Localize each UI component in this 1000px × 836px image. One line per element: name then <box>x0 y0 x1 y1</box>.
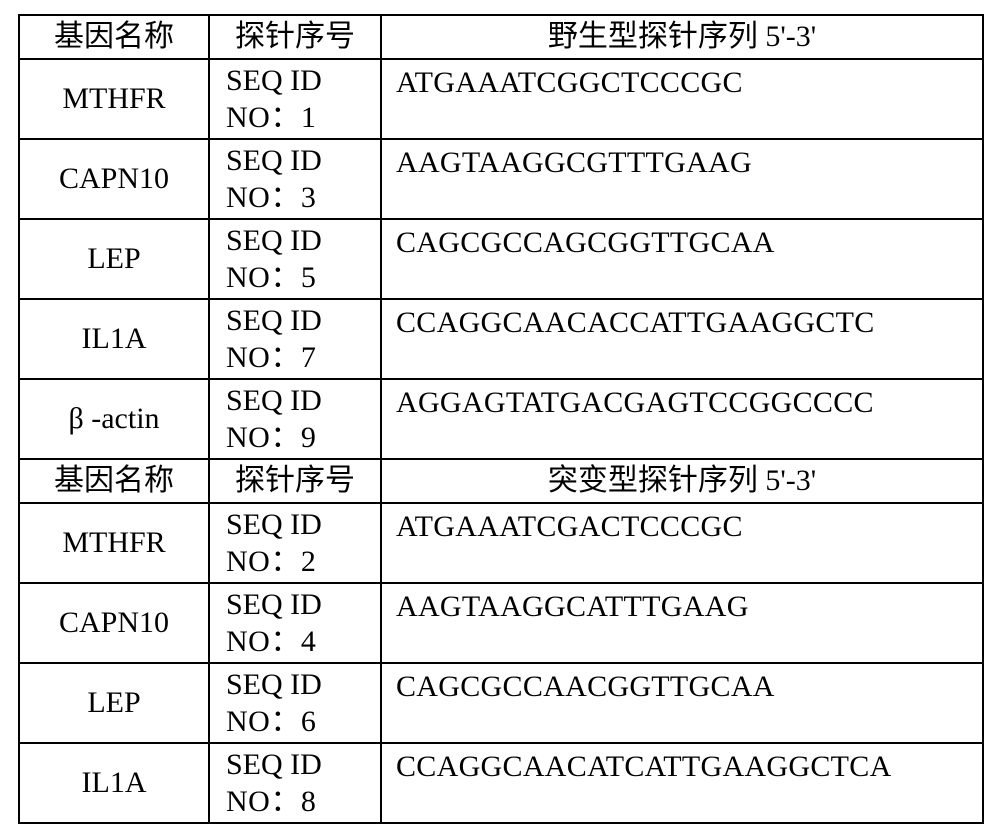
cell-probe-id: SEQ ID NO：7 <box>209 299 381 379</box>
probe-sequence-table: 基因名称 探针序号 野生型探针序列 5'-3' MTHFR SEQ ID NO：… <box>18 14 984 824</box>
seq-id-line: SEQ ID <box>226 222 374 260</box>
seq-id-line: SEQ ID <box>226 586 374 624</box>
table-row: LEP SEQ ID NO：5 CAGCGCCAGCGGTTGCAA <box>19 219 983 299</box>
seq-id-line: NO：6 <box>226 703 374 741</box>
seq-id-line: NO：2 <box>226 543 374 581</box>
cell-sequence: CAGCGCCAGCGGTTGCAA <box>381 219 983 299</box>
cell-probe-id: SEQ ID NO：5 <box>209 219 381 299</box>
cell-probe-id: SEQ ID NO：2 <box>209 503 381 583</box>
col-header-probe-id: 探针序号 <box>209 459 381 503</box>
cell-sequence: AAGTAAGGCATTTGAAG <box>381 583 983 663</box>
cell-probe-id: SEQ ID NO：8 <box>209 743 381 823</box>
seq-id-line: SEQ ID <box>226 506 374 544</box>
cell-sequence: CCAGGCAACACCATTGAAGGCTC <box>381 299 983 379</box>
cell-sequence: AAGTAAGGCGTTTGAAG <box>381 139 983 219</box>
cell-probe-id: SEQ ID NO：4 <box>209 583 381 663</box>
cell-sequence: CCAGGCAACATCATTGAAGGCTCA <box>381 743 983 823</box>
seq-id-line: SEQ ID <box>226 382 374 420</box>
cell-gene: MTHFR <box>19 503 209 583</box>
col-header-probe-id: 探针序号 <box>209 15 381 59</box>
seq-id-line: NO：4 <box>226 623 374 661</box>
table-row: β -actin SEQ ID NO：9 AGGAGTATGACGAGTCCGG… <box>19 379 983 459</box>
seq-id-line: NO：9 <box>226 419 374 457</box>
cell-gene: LEP <box>19 663 209 743</box>
seq-id-line: NO：1 <box>226 99 374 137</box>
cell-gene: MTHFR <box>19 59 209 139</box>
cell-sequence: ATGAAATCGGCTCCCGC <box>381 59 983 139</box>
cell-probe-id: SEQ ID NO：9 <box>209 379 381 459</box>
seq-id-line: SEQ ID <box>226 142 374 180</box>
seq-id-line: NO：3 <box>226 179 374 217</box>
cell-gene: IL1A <box>19 299 209 379</box>
cell-probe-id: SEQ ID NO：6 <box>209 663 381 743</box>
cell-gene: CAPN10 <box>19 139 209 219</box>
cell-gene: β -actin <box>19 379 209 459</box>
col-header-gene: 基因名称 <box>19 459 209 503</box>
cell-probe-id: SEQ ID NO：1 <box>209 59 381 139</box>
table-row: LEP SEQ ID NO：6 CAGCGCCAACGGTTGCAA <box>19 663 983 743</box>
cell-sequence: CAGCGCCAACGGTTGCAA <box>381 663 983 743</box>
cell-gene: CAPN10 <box>19 583 209 663</box>
table-row: IL1A SEQ ID NO：8 CCAGGCAACATCATTGAAGGCTC… <box>19 743 983 823</box>
table-row: CAPN10 SEQ ID NO：3 AAGTAAGGCGTTTGAAG <box>19 139 983 219</box>
seq-id-line: NO：8 <box>226 783 374 821</box>
col-header-gene: 基因名称 <box>19 15 209 59</box>
cell-sequence: AGGAGTATGACGAGTCCGGCCCC <box>381 379 983 459</box>
cell-probe-id: SEQ ID NO：3 <box>209 139 381 219</box>
table-header-row: 基因名称 探针序号 突变型探针序列 5'-3' <box>19 459 983 503</box>
seq-id-line: SEQ ID <box>226 666 374 704</box>
seq-id-line: NO：5 <box>226 259 374 297</box>
table-row: CAPN10 SEQ ID NO：4 AAGTAAGGCATTTGAAG <box>19 583 983 663</box>
table-row: IL1A SEQ ID NO：7 CCAGGCAACACCATTGAAGGCTC <box>19 299 983 379</box>
table-row: MTHFR SEQ ID NO：1 ATGAAATCGGCTCCCGC <box>19 59 983 139</box>
seq-id-line: NO：7 <box>226 339 374 377</box>
seq-id-line: SEQ ID <box>226 62 374 100</box>
cell-gene: LEP <box>19 219 209 299</box>
seq-id-line: SEQ ID <box>226 746 374 784</box>
cell-gene: IL1A <box>19 743 209 823</box>
col-header-sequence: 野生型探针序列 5'-3' <box>381 15 983 59</box>
table-header-row: 基因名称 探针序号 野生型探针序列 5'-3' <box>19 15 983 59</box>
seq-id-line: SEQ ID <box>226 302 374 340</box>
cell-sequence: ATGAAATCGACTCCCGC <box>381 503 983 583</box>
table-row: MTHFR SEQ ID NO：2 ATGAAATCGACTCCCGC <box>19 503 983 583</box>
col-header-sequence: 突变型探针序列 5'-3' <box>381 459 983 503</box>
